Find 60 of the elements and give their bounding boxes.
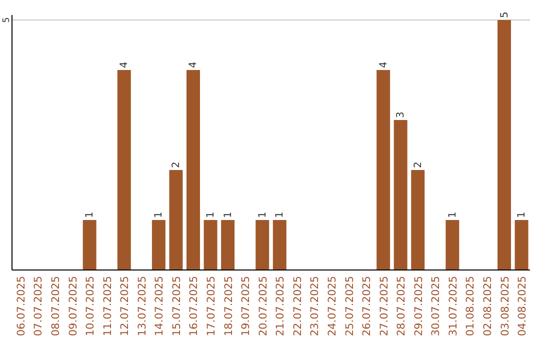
x-tick-label: 03.08.2025 bbox=[499, 276, 512, 336]
x-tick-label: 15.07.2025 bbox=[170, 276, 183, 336]
data-label: 1 bbox=[206, 212, 217, 218]
data-label: 2 bbox=[170, 162, 182, 168]
x-tick-label: 27.07.2025 bbox=[378, 276, 390, 336]
x-tick-label: 24.07.2025 bbox=[326, 276, 338, 336]
bar bbox=[256, 220, 270, 270]
x-tick-label: 18.07.2025 bbox=[222, 276, 235, 336]
data-label: 1 bbox=[516, 212, 528, 218]
data-label: 1 bbox=[84, 212, 96, 218]
x-tick-label: 25.07.2025 bbox=[344, 276, 356, 336]
data-label: 1 bbox=[257, 212, 268, 218]
x-tick-label: 09.07.2025 bbox=[67, 276, 80, 336]
data-label: 1 bbox=[274, 212, 286, 218]
x-tick-label: 08.07.2025 bbox=[50, 276, 62, 336]
x-tick-label: 06.07.2025 bbox=[15, 276, 28, 336]
bar bbox=[152, 220, 166, 270]
x-tick-label: 23.07.2025 bbox=[309, 276, 322, 336]
x-tick-label: 07.07.2025 bbox=[32, 276, 45, 336]
bar bbox=[446, 220, 460, 270]
data-label: 1 bbox=[154, 212, 165, 218]
x-tick-label: 28.07.2025 bbox=[396, 276, 408, 336]
bar bbox=[204, 220, 218, 270]
x-tick-label: 20.07.2025 bbox=[257, 276, 270, 336]
x-tick-label: 17.07.2025 bbox=[206, 276, 218, 336]
x-tick-label: 26.07.2025 bbox=[361, 276, 374, 336]
bar bbox=[186, 70, 200, 270]
bar bbox=[82, 220, 96, 270]
x-tick-label: 12.07.2025 bbox=[119, 276, 132, 336]
data-label: 4 bbox=[188, 62, 200, 68]
bar bbox=[514, 220, 528, 270]
x-tick-label: 02.08.2025 bbox=[482, 276, 494, 336]
bar bbox=[272, 220, 286, 270]
data-label: 4 bbox=[119, 62, 130, 68]
data-label: 3 bbox=[396, 112, 407, 118]
x-tick-label: 31.07.2025 bbox=[447, 276, 460, 336]
bar bbox=[498, 20, 511, 270]
bar bbox=[376, 70, 390, 270]
bar bbox=[411, 170, 425, 270]
x-tick-label: 19.07.2025 bbox=[240, 276, 252, 336]
bar bbox=[221, 220, 235, 270]
x-tick-label: 13.07.2025 bbox=[136, 276, 148, 336]
bar bbox=[394, 120, 408, 270]
x-tick-label: 11.07.2025 bbox=[102, 276, 114, 336]
x-tick-label: 21.07.2025 bbox=[274, 276, 287, 336]
data-label: 2 bbox=[412, 162, 424, 168]
bar bbox=[169, 170, 183, 270]
bar bbox=[117, 70, 131, 270]
x-tick-label: 01.08.2025 bbox=[464, 276, 477, 336]
data-label: 5 bbox=[499, 12, 510, 18]
x-tick-label: 30.07.2025 bbox=[430, 276, 442, 336]
x-tick-label: 29.07.2025 bbox=[412, 276, 425, 336]
x-tick-label: 22.07.2025 bbox=[292, 276, 304, 336]
data-label: 1 bbox=[222, 212, 234, 218]
x-tick-label: 16.07.2025 bbox=[188, 276, 200, 336]
data-label: 4 bbox=[378, 62, 390, 68]
x-tick-label: 04.08.2025 bbox=[516, 276, 529, 336]
x-tick-label: 10.07.2025 bbox=[84, 276, 97, 336]
data-label: 1 bbox=[447, 212, 458, 218]
x-tick-label: 14.07.2025 bbox=[154, 276, 166, 336]
